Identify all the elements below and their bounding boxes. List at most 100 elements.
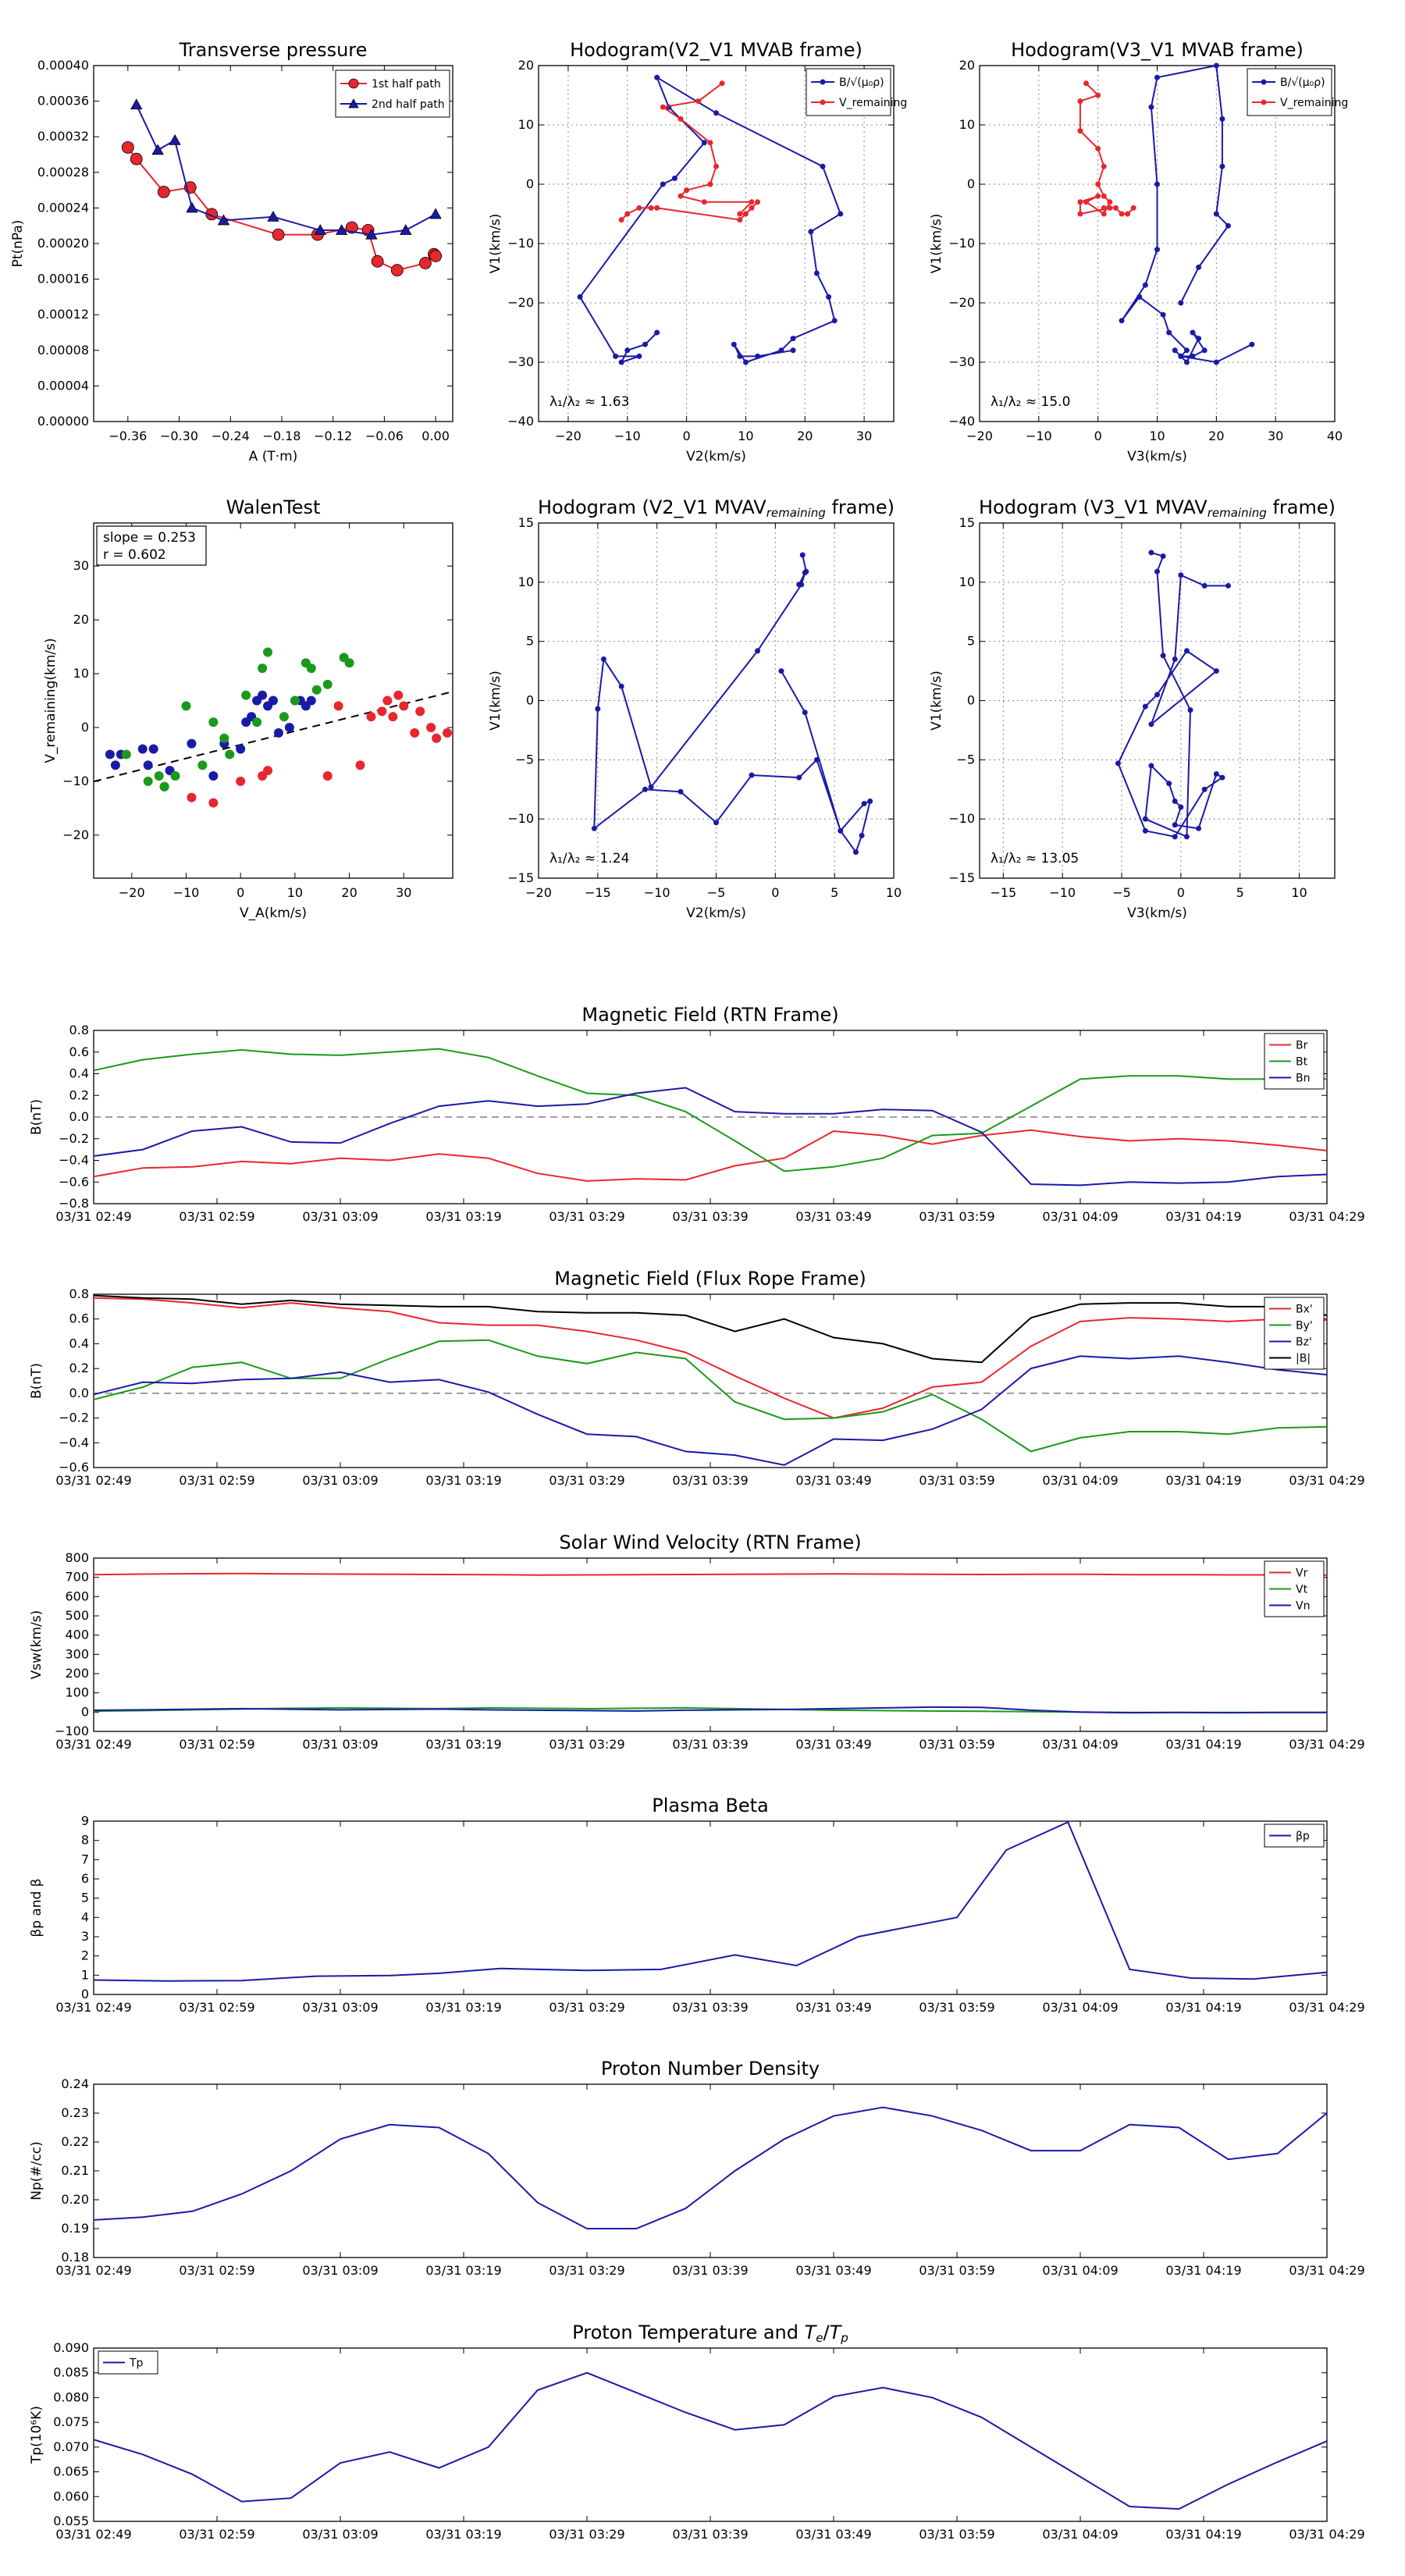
data-point bbox=[1095, 193, 1101, 199]
data-point bbox=[1178, 300, 1184, 306]
x-tick-label: −10 bbox=[614, 429, 641, 443]
legend-marker bbox=[820, 79, 826, 85]
data-point bbox=[1172, 822, 1178, 828]
data-point bbox=[429, 208, 442, 219]
data-point bbox=[400, 224, 412, 235]
legend-box bbox=[1247, 68, 1332, 116]
data-point bbox=[591, 825, 597, 831]
series-line bbox=[1117, 551, 1229, 838]
data-point bbox=[1219, 774, 1225, 781]
data-point bbox=[355, 760, 365, 770]
series-line bbox=[126, 147, 436, 272]
x-tick-label: 03/31 03:39 bbox=[672, 1737, 748, 1752]
data-point bbox=[595, 706, 601, 712]
data-point bbox=[322, 679, 333, 689]
data-point bbox=[1183, 648, 1190, 654]
x-tick-label: 30 bbox=[856, 429, 872, 443]
data-point bbox=[208, 771, 219, 781]
y-tick-label: 0.4 bbox=[69, 1066, 89, 1081]
data-point bbox=[197, 760, 208, 770]
data-point bbox=[219, 733, 229, 743]
data-point bbox=[258, 690, 268, 700]
x-tick-label: −10 bbox=[1049, 885, 1076, 900]
chart-timeseries-11: 0.055 0.060 0.065 0.070 0.075 0.080 0.085 0.090… bbox=[29, 2322, 1365, 2542]
data-point bbox=[306, 664, 316, 674]
data-point bbox=[105, 749, 115, 760]
y-tick-label: 20 bbox=[959, 58, 975, 73]
y-tick-label: −5 bbox=[956, 752, 975, 767]
data-point bbox=[1107, 205, 1113, 211]
x-tick-label: 03/31 03:49 bbox=[795, 2000, 871, 2015]
data-point bbox=[867, 798, 873, 804]
data-point bbox=[749, 772, 755, 778]
data-point bbox=[393, 690, 404, 700]
x-tick-label: 03/31 03:09 bbox=[302, 2263, 378, 2278]
y-tick-label: 0.00040 bbox=[37, 58, 89, 73]
data-point bbox=[170, 771, 180, 781]
plot-frame bbox=[979, 522, 1336, 879]
data-point bbox=[577, 294, 583, 300]
data-point bbox=[1196, 264, 1202, 270]
x-tick-label: 03/31 03:19 bbox=[425, 1209, 501, 1224]
y-axis-label: Vsw(km/s) bbox=[29, 1610, 44, 1680]
data-point bbox=[701, 140, 707, 146]
data-point bbox=[284, 722, 294, 732]
y-tick-label: 0.075 bbox=[53, 2414, 89, 2429]
data-point bbox=[755, 648, 761, 654]
chart-title-end: frame) bbox=[826, 496, 895, 518]
data-point bbox=[1154, 247, 1160, 253]
y-tick-label: 500 bbox=[65, 1608, 89, 1623]
data-point bbox=[660, 104, 666, 110]
y-tick-label: 600 bbox=[65, 1589, 89, 1603]
chart-title-main: Hodogram (V3_V1 MVAV bbox=[979, 496, 1208, 518]
y-tick-label: −0.6 bbox=[59, 1460, 89, 1475]
y-tick-label: 20 bbox=[73, 612, 89, 627]
x-tick-label: 0 bbox=[237, 885, 244, 900]
y-tick-label: 0.00036 bbox=[37, 94, 89, 109]
data-point bbox=[600, 656, 606, 662]
y-tick-label: 5 bbox=[526, 634, 534, 649]
chart-title: Hodogram(V3_V1 MVAB frame) bbox=[1011, 39, 1304, 61]
chart-walen-test: −20 −10 0 10 20 30 −20 −10 0 10 20 30 WalenTest V_A(k… bbox=[43, 496, 454, 921]
chart-title-subscript: remaining bbox=[767, 506, 826, 520]
data-point bbox=[333, 701, 343, 711]
chart-title-part: / bbox=[823, 2322, 831, 2343]
x-tick-label: 03/31 03:49 bbox=[795, 2527, 871, 2542]
x-tick-label: 03/31 03:29 bbox=[549, 1737, 624, 1752]
y-tick-label: −100 bbox=[55, 1724, 89, 1738]
x-tick-label: 03/31 03:39 bbox=[672, 2527, 748, 2542]
x-tick-label: 03/31 03:39 bbox=[672, 1209, 748, 1224]
data-point bbox=[737, 217, 743, 223]
y-tick-label: 1 bbox=[81, 1967, 89, 1982]
y-tick-label: 0.0 bbox=[69, 1109, 89, 1124]
chart-title: Hodogram (V3_V1 MVAVremaining frame) bbox=[979, 496, 1336, 520]
y-tick-label: 0.090 bbox=[53, 2340, 89, 2355]
y-tick-label: 20 bbox=[518, 58, 534, 73]
y-tick-label: 0.2 bbox=[69, 1087, 89, 1102]
x-tick-label: 03/31 04:19 bbox=[1165, 2527, 1241, 2542]
x-axis-label: V_A(km/s) bbox=[240, 906, 307, 921]
data-point bbox=[1142, 282, 1148, 288]
legend-label: B/√(μ₀ρ) bbox=[839, 76, 884, 89]
y-axis-label: βp and β bbox=[29, 1878, 44, 1937]
y-tick-label: 0.085 bbox=[53, 2365, 89, 2380]
x-axis-label: V2(km/s) bbox=[686, 906, 746, 921]
x-tick-label: 03/31 02:49 bbox=[55, 1209, 131, 1224]
y-tick-label: −20 bbox=[62, 827, 89, 842]
y-tick-label: 0 bbox=[81, 1987, 89, 2001]
legend-label: βp bbox=[1296, 1831, 1310, 1843]
data-point bbox=[426, 722, 436, 732]
series-line bbox=[621, 83, 759, 221]
y-tick-label: 100 bbox=[65, 1685, 89, 1700]
x-tick-label: 30 bbox=[1268, 429, 1283, 443]
chart-title: Transverse pressure bbox=[179, 39, 368, 61]
data-point bbox=[390, 264, 404, 277]
y-tick-label: −0.2 bbox=[59, 1131, 89, 1146]
data-point bbox=[148, 744, 158, 754]
y-axis-label: V_remaining(km/s) bbox=[43, 638, 59, 763]
data-point bbox=[143, 776, 153, 786]
x-tick-label: 20 bbox=[1208, 429, 1224, 443]
x-tick-label: 0.00 bbox=[422, 429, 450, 443]
plot-frame bbox=[93, 2083, 1328, 2258]
y-tick-label: −0.8 bbox=[59, 1196, 89, 1211]
